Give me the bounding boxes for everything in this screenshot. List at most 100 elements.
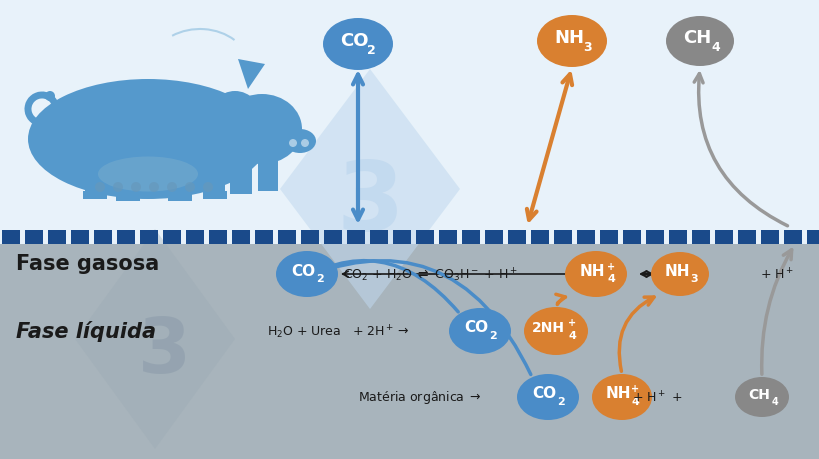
Bar [170,156,190,202]
Ellipse shape [28,80,268,200]
Text: CO: CO [464,320,487,335]
Bar [85,155,105,200]
Circle shape [149,183,159,193]
Ellipse shape [222,95,301,165]
Ellipse shape [283,130,315,154]
Ellipse shape [516,374,578,420]
Bar [715,230,733,245]
Polygon shape [238,60,265,90]
Text: 2: 2 [556,396,564,406]
Text: Fase gasosa: Fase gasosa [16,253,159,274]
Ellipse shape [276,252,337,297]
Bar [600,230,618,245]
Text: 4: 4 [711,40,720,53]
Ellipse shape [734,377,788,417]
Bar [622,230,640,245]
Text: 2NH: 2NH [531,320,563,334]
Bar [140,230,158,245]
Bar [25,230,43,245]
Text: NH: NH [554,29,583,47]
Bar [83,191,106,200]
Bar [256,230,274,245]
Bar [645,230,663,245]
Circle shape [185,183,195,193]
Text: NH: NH [578,263,604,278]
Bar [168,194,192,202]
Circle shape [288,140,296,148]
Ellipse shape [536,16,606,68]
Bar [692,230,709,245]
Text: 4: 4 [606,274,614,283]
Text: +: + [568,317,576,327]
Ellipse shape [98,157,197,192]
Circle shape [45,92,55,102]
Circle shape [95,183,105,193]
Text: +: + [606,262,614,271]
Text: 3: 3 [336,158,403,251]
Text: 2: 2 [316,274,324,283]
Ellipse shape [564,252,627,297]
Ellipse shape [650,252,708,297]
Bar [554,230,572,245]
Bar [784,230,802,245]
Bar [163,230,181,245]
Circle shape [203,183,213,193]
Text: CO: CO [532,386,555,401]
Circle shape [167,183,177,193]
Bar [462,230,480,245]
Text: 4: 4 [631,396,638,406]
Bar [301,230,319,245]
Bar [0,0,819,245]
Bar [807,230,819,245]
Text: CH: CH [682,29,710,47]
Bar [508,230,526,245]
Text: Matéria orgânica $\rightarrow$: Matéria orgânica $\rightarrow$ [358,389,482,406]
Circle shape [131,183,141,193]
Bar [416,230,434,245]
Bar [531,230,549,245]
Text: 3: 3 [690,274,697,283]
Bar [668,230,686,245]
Text: 3: 3 [138,314,192,388]
Bar [203,191,227,200]
Circle shape [301,140,309,148]
Ellipse shape [323,19,392,71]
Bar [186,230,204,245]
Text: + H$^+$: + H$^+$ [759,267,793,282]
Text: H$_2$O + Urea   + 2H$^+\rightarrow$: H$_2$O + Urea + 2H$^+\rightarrow$ [266,323,409,340]
Bar [738,230,756,245]
Text: 2: 2 [488,330,496,340]
Text: Fase líquida: Fase líquida [16,321,156,342]
Bar [0,245,819,459]
Text: CO$_2$ + H$_2$O $\rightleftharpoons$ CO$_3$H$^-$ + H$^+$: CO$_2$ + H$_2$O $\rightleftharpoons$ CO$… [342,266,517,283]
Bar [258,154,278,191]
Ellipse shape [207,92,262,151]
Text: NH: NH [663,263,689,278]
Text: 2: 2 [366,44,375,56]
Ellipse shape [523,308,587,355]
Text: CH: CH [747,387,769,401]
Bar [278,230,296,245]
Text: NH: NH [604,386,630,401]
Bar [209,230,227,245]
Bar [485,230,503,245]
Text: + H$^+$ +: + H$^+$ + [631,390,681,405]
Text: CO: CO [291,263,314,278]
Bar [347,230,365,245]
Bar [761,230,779,245]
Ellipse shape [449,308,510,354]
Polygon shape [75,230,235,449]
Text: 4: 4 [568,330,575,340]
Text: 3: 3 [583,40,591,53]
Bar [393,230,411,245]
Bar [229,153,251,195]
Bar [233,230,250,245]
Bar [48,230,66,245]
Bar [2,230,20,245]
Polygon shape [279,70,459,309]
Bar [118,155,138,202]
Bar [117,230,135,245]
Text: 4: 4 [771,396,777,406]
Bar [115,194,140,202]
Text: CO: CO [339,32,368,50]
